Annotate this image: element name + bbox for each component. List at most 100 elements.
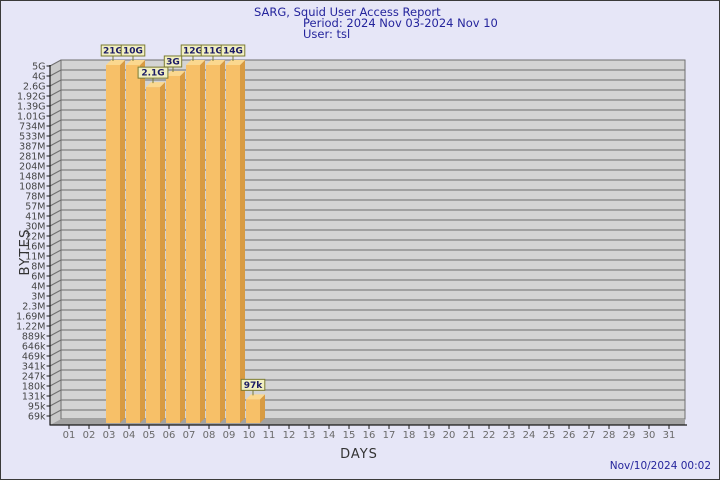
wall-grid-line — [49, 169, 62, 177]
x-tick-label: 21 — [463, 430, 476, 441]
bar-top-day-07 — [186, 60, 205, 65]
value-label-day-04: 10G — [123, 47, 143, 57]
bar-top-day-06 — [166, 70, 185, 76]
y-tick-label: 2.3M — [22, 301, 45, 312]
x-tick-label: 15 — [343, 430, 356, 441]
bar-top-day-03 — [106, 60, 125, 65]
chart-user: User: tsl — [303, 27, 351, 41]
y-tick-label: 16M — [25, 241, 45, 252]
y-axis-title: BYTES — [17, 228, 33, 275]
wall-grid-line — [49, 339, 62, 347]
y-tick-label: 1.22M — [16, 321, 45, 332]
value-label-box-day-04 — [120, 44, 146, 57]
wall-grid-line — [49, 179, 62, 187]
chart-title: SARG, Squid User Access Report — [254, 5, 441, 19]
bar-day-06 — [166, 75, 180, 423]
report-timestamp: Nov/10/2024 00:02 — [609, 460, 711, 472]
y-tick-label: 22M — [25, 231, 45, 242]
y-tick-label: 1.69M — [16, 311, 45, 322]
x-tick-label: 31 — [663, 430, 676, 441]
y-tick-label: 646k — [22, 341, 46, 352]
x-tick-label: 23 — [503, 430, 516, 441]
wall-grid-line — [49, 229, 62, 237]
value-label-day-05: 2.1G — [141, 69, 164, 79]
bar-day-04 — [126, 65, 140, 423]
y-tick-label: 5G — [32, 61, 45, 72]
x-tick-label: 18 — [403, 430, 416, 441]
x-tick-label: 25 — [543, 430, 556, 441]
wall-grid-line — [49, 189, 62, 197]
wall-grid-line — [49, 249, 62, 257]
bar-side-day-06 — [180, 70, 185, 423]
x-tick-label: 22 — [483, 430, 496, 441]
y-tick-label: 4M — [31, 281, 45, 292]
bar-day-07 — [186, 65, 200, 423]
y-tick-label: 387M — [19, 141, 45, 152]
value-label-box-day-06 — [163, 55, 183, 68]
x-tick-label: 08 — [203, 430, 216, 441]
value-label-day-08: 11G — [203, 47, 223, 57]
y-tick-label: 41M — [25, 211, 45, 222]
value-label-day-06: 3G — [166, 57, 180, 67]
bar-top-day-05 — [146, 82, 165, 88]
y-tick-label: 1.01G — [17, 111, 46, 122]
x-tick-label: 11 — [263, 430, 276, 441]
x-tick-label: 14 — [323, 430, 336, 441]
y-tick-label: 148M — [19, 171, 45, 182]
y-tick-label: 1.39G — [17, 101, 46, 112]
x-tick-label: 20 — [443, 430, 456, 441]
bar-top-day-08 — [206, 60, 225, 65]
y-tick-label: 3M — [31, 291, 45, 302]
wall-grid-line — [49, 379, 62, 387]
y-tick-label: 734M — [19, 121, 45, 132]
wall-grid-line — [49, 399, 62, 407]
value-label-day-03: 21G — [103, 47, 123, 57]
y-tick-label: 30M — [25, 221, 45, 232]
y-tick-label: 341k — [22, 361, 46, 372]
x-tick-label: 24 — [523, 430, 536, 441]
x-tick-label: 30 — [643, 430, 656, 441]
y-tick-label: 108M — [19, 181, 45, 192]
bar-day-08 — [206, 65, 220, 423]
x-tick-label: 02 — [83, 430, 96, 441]
y-tick-label: 78M — [25, 191, 45, 202]
y-tick-label: 889k — [22, 331, 46, 342]
wall-grid-line — [49, 389, 62, 397]
y-tick-label: 95k — [28, 401, 46, 412]
x-tick-label: 01 — [63, 430, 76, 441]
x-tick-label: 17 — [383, 430, 396, 441]
value-label-box-day-10 — [240, 378, 266, 391]
wall-grid-line — [49, 219, 62, 227]
wall-grid-line — [49, 369, 62, 377]
bar-side-day-10 — [260, 394, 265, 423]
wall-grid-line — [49, 129, 62, 137]
wall-grid-line — [49, 159, 62, 167]
bar-side-day-07 — [200, 60, 205, 423]
x-tick-label: 03 — [103, 430, 116, 441]
y-tick-label: 8M — [31, 261, 45, 272]
x-tick-label: 13 — [303, 430, 316, 441]
x-axis-title: DAYS — [340, 447, 378, 462]
value-label-day-10: 97k — [244, 381, 264, 391]
wall-grid-line — [49, 319, 62, 327]
wall-grid-line — [49, 349, 62, 357]
value-label-box-day-05 — [137, 66, 169, 79]
chart-period: Period: 2024 Nov 03-2024 Nov 10 — [303, 16, 498, 30]
bar-side-day-05 — [160, 82, 165, 423]
x-tick-label: 09 — [223, 430, 236, 441]
wall-grid-line — [49, 279, 62, 287]
wall-grid-line — [49, 359, 62, 367]
wall-grid-line — [49, 199, 62, 207]
bar-top-day-10 — [246, 394, 265, 400]
bar-top-day-04 — [126, 60, 145, 65]
y-tick-label: 57M — [25, 201, 45, 212]
bar-day-09 — [226, 65, 240, 423]
wall-grid-line — [49, 329, 62, 337]
y-tick-label: 247k — [22, 371, 46, 382]
bar-day-05 — [146, 87, 160, 423]
wall-grid-line — [49, 269, 62, 277]
y-tick-label: 6M — [31, 271, 45, 282]
wall-grid-line — [49, 139, 62, 147]
